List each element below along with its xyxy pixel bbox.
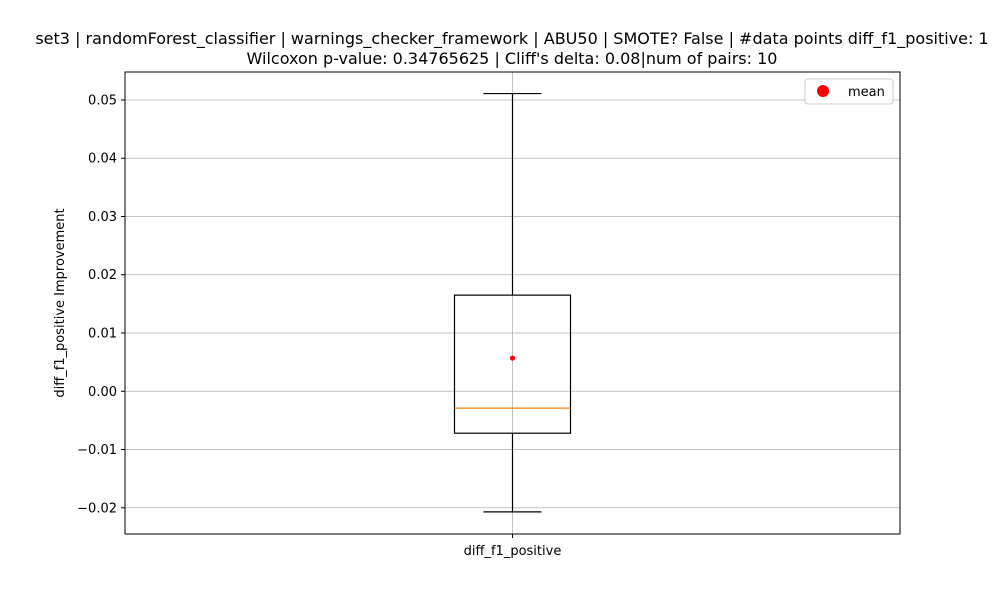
- chart-title-line1: set3 | randomForest_classifier | warning…: [35, 29, 988, 49]
- box-group: [453, 92, 572, 513]
- y-tick-label: 0.00: [88, 385, 117, 400]
- y-axis-ticks: −0.02 −0.01 0.00 0.01 0.02 0.03 0.04 0.05: [77, 93, 125, 516]
- y-tick-label: −0.01: [77, 443, 117, 458]
- y-tick-label: 0.04: [88, 152, 117, 167]
- y-tick-label: 0.02: [88, 268, 117, 283]
- y-tick-label: 0.05: [88, 93, 117, 108]
- legend-mean-label: mean: [848, 85, 885, 100]
- legend-box: [804, 78, 894, 105]
- mean-marker: [509, 355, 516, 361]
- legend-mean-marker: [817, 85, 829, 97]
- chart-title-line2: Wilcoxon p-value: 0.34765625 | Cliff's d…: [247, 49, 778, 68]
- x-axis-ticks: diff_f1_positive: [464, 534, 562, 559]
- y-tick-label: 0.03: [88, 210, 117, 225]
- y-axis-label: diff_f1_positive Improvement: [53, 208, 68, 397]
- y-tick-label: 0.01: [88, 327, 117, 342]
- x-tick-label: diff_f1_positive: [464, 544, 562, 559]
- iqr-box: [453, 294, 572, 434]
- legend: mean: [804, 78, 894, 105]
- y-tick-label: −0.02: [77, 501, 117, 516]
